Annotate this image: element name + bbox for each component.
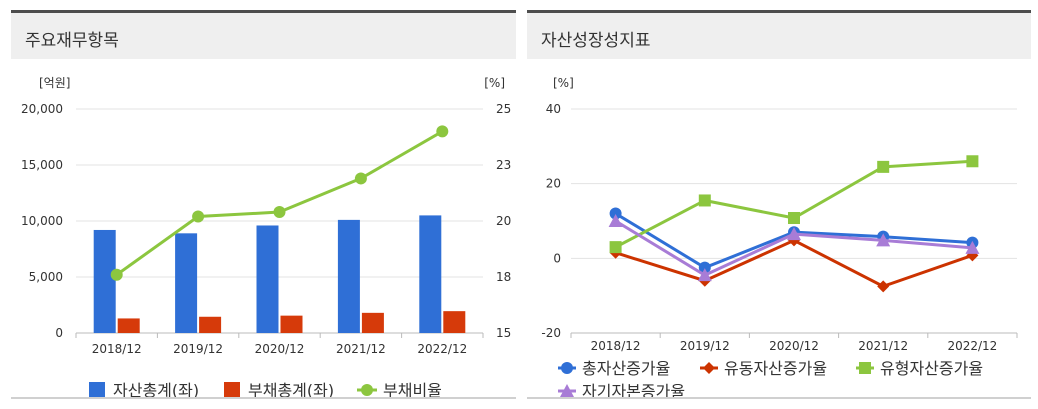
financial-items-chart: [억원] [%] 20,000 15,000 10,000 5,000 0 25 23 20 18 1… <box>21 76 511 400</box>
legend-marker <box>703 362 715 374</box>
y-left-tick-label: 15,000 <box>21 158 63 172</box>
bar <box>175 233 198 333</box>
data-point <box>876 233 891 247</box>
y-left-tick-label: 10,000 <box>21 214 63 228</box>
x-tick-label: 2022/12 <box>947 339 997 353</box>
panel-title: 주요재무항목 <box>25 31 119 51</box>
x-tick-label: 2022/12 <box>417 342 467 356</box>
data-point <box>110 268 123 281</box>
data-point <box>697 268 712 282</box>
bar <box>280 315 303 333</box>
data-point <box>609 207 622 220</box>
data-point <box>787 227 801 241</box>
x-tick-label: 2020/12 <box>769 339 819 353</box>
y-axis-unit: [%] <box>553 76 574 90</box>
series-line <box>115 130 444 276</box>
data-point <box>354 172 367 185</box>
data-point <box>788 212 800 225</box>
y-right-tick-label: 18 <box>496 270 511 284</box>
x-tick-label: 2018/12 <box>591 339 641 353</box>
data-point <box>698 261 711 274</box>
x-tick-label: 2021/12 <box>858 339 908 353</box>
legend-label: 유형자산증가율 <box>880 359 983 378</box>
legend-marker <box>561 362 573 374</box>
legend-label: 자산총계(좌) <box>113 381 199 400</box>
y-tick-label: 40 <box>546 102 561 116</box>
data-point <box>273 206 286 219</box>
bar <box>443 311 466 333</box>
asset-growth-chart: [%] 40 20 0 -20 2018/12 2019/12 2020/12 2021/12 2… <box>541 76 1018 401</box>
data-point <box>877 160 890 173</box>
data-point <box>965 240 980 254</box>
panel-header: 자산성장성지표 <box>527 10 1031 59</box>
data-point <box>608 214 623 227</box>
legend-label: 부채총계(좌) <box>248 381 334 400</box>
bar <box>361 312 384 333</box>
legend-marker <box>560 384 574 397</box>
data-point <box>966 155 979 168</box>
y-right-tick-label: 23 <box>496 158 511 172</box>
legend-label: 자기자본증가율 <box>582 382 685 401</box>
x-tick-label: 2019/12 <box>173 342 223 356</box>
panel-divider <box>11 397 516 399</box>
asset-growth-panel: 자산성장성지표 [%] 40 20 0 -20 2018/12 2019/12 2020/12… <box>527 10 1031 401</box>
x-tick-label: 2020/12 <box>255 342 305 356</box>
y-left-tick-label: 0 <box>55 326 63 340</box>
y-right-tick-label: 20 <box>496 214 511 228</box>
legend-label: 유동자산증가율 <box>724 359 827 378</box>
data-point <box>192 210 205 223</box>
panel-divider <box>527 397 1031 399</box>
panel-header: 주요재무항목 <box>11 10 516 59</box>
bar <box>93 229 116 333</box>
y-axis-left-unit: [억원] <box>39 76 70 90</box>
data-point <box>436 125 449 138</box>
x-tick-label: 2021/12 <box>336 342 386 356</box>
data-point <box>877 280 890 293</box>
legend-label: 부채비율 <box>383 381 442 400</box>
data-point <box>609 241 622 254</box>
legend-marker <box>859 362 871 374</box>
data-point <box>698 194 711 207</box>
y-tick-label: 0 <box>553 251 561 265</box>
legend-marker <box>361 384 373 396</box>
bar <box>337 219 360 333</box>
y-right-tick-label: 25 <box>496 102 511 116</box>
bar <box>199 316 222 333</box>
legend-label: 총자산증가율 <box>582 359 670 378</box>
panel-title: 자산성장성지표 <box>541 31 651 51</box>
y-tick-label: 20 <box>546 177 561 191</box>
legend-swatch <box>224 382 240 398</box>
y-right-tick-label: 15 <box>496 326 511 340</box>
y-left-tick-label: 5,000 <box>29 270 63 284</box>
y-left-tick-label: 20,000 <box>21 102 63 116</box>
x-tick-label: 2019/12 <box>680 339 730 353</box>
bar <box>256 225 279 333</box>
y-tick-label: -20 <box>541 326 561 340</box>
financial-items-panel: 주요재무항목 [억원] [%] 20,000 15,000 10,000 5,000 0 25… <box>11 10 516 400</box>
x-tick-label: 2018/12 <box>92 342 142 356</box>
legend-swatch <box>89 382 105 398</box>
y-axis-right-unit: [%] <box>484 76 505 90</box>
bar <box>419 215 442 333</box>
bar <box>117 318 140 333</box>
